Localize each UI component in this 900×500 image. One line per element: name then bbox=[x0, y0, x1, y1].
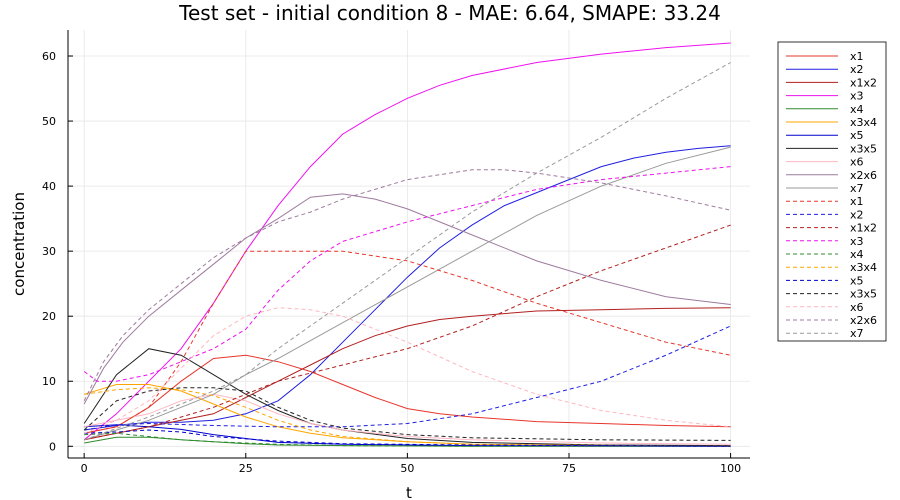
series-line-x1-predicted bbox=[84, 250, 731, 434]
series-line-x3-predicted bbox=[83, 166, 731, 382]
legend-label: x2x6 bbox=[850, 314, 877, 327]
series-line-x1x2 bbox=[84, 307, 731, 441]
chart-title: Test set - initial condition 8 - MAE: 6.… bbox=[178, 1, 721, 25]
series-line-x6 bbox=[84, 393, 731, 445]
x-tick-label: 75 bbox=[562, 462, 576, 475]
series-line-x1 bbox=[84, 354, 731, 434]
series-line-x4-predicted bbox=[84, 432, 731, 447]
series-line-x2 bbox=[84, 145, 731, 431]
y-tick-label: 10 bbox=[42, 375, 56, 388]
series-line-x7 bbox=[84, 146, 731, 441]
legend-label: x3x5 bbox=[850, 142, 877, 155]
legend-label: x1x2 bbox=[850, 76, 877, 89]
legend-label: x3 bbox=[850, 235, 864, 248]
series-line-x5-predicted bbox=[84, 429, 731, 447]
legend-label: x6 bbox=[850, 156, 864, 169]
legend-box bbox=[777, 41, 887, 342]
series-line-x2x6-predicted bbox=[83, 169, 731, 402]
y-tick-label: 60 bbox=[42, 50, 56, 63]
legend-label: x3x4 bbox=[850, 261, 877, 274]
legend-label: x4 bbox=[850, 248, 864, 261]
series-line-x7-predicted bbox=[84, 62, 731, 441]
legend-label: x2 bbox=[850, 63, 864, 76]
legend-label: x5 bbox=[850, 274, 864, 287]
axes bbox=[67, 30, 750, 459]
series-line-x3 bbox=[83, 42, 731, 441]
ticks: 0 25 50 75 100 0 10 20 30 40 50 60 bbox=[42, 50, 741, 475]
x-axis-label: t bbox=[406, 484, 412, 500]
y-tick-label: 20 bbox=[42, 310, 56, 323]
legend-label: x2x6 bbox=[850, 169, 877, 182]
legend-label: x7 bbox=[850, 327, 864, 340]
series-lines bbox=[83, 42, 731, 447]
y-tick-label: 0 bbox=[49, 440, 56, 453]
x-tick-label: 0 bbox=[81, 462, 88, 475]
legend-label: x3 bbox=[850, 90, 864, 103]
series-line-x3x5 bbox=[83, 348, 731, 447]
series-line-x3x4-predicted bbox=[84, 387, 731, 447]
series-line-x5 bbox=[84, 424, 731, 447]
legend-label: x4 bbox=[850, 103, 864, 116]
x-tick-label: 25 bbox=[239, 462, 253, 475]
legend-label: x3x5 bbox=[850, 288, 877, 301]
legend-label: x2 bbox=[850, 208, 864, 221]
legend: x1x2x1x2x3x4x3x4x5x3x5x6x2x6x7x1x2x1x2x3… bbox=[777, 41, 887, 342]
legend-label: x5 bbox=[850, 129, 864, 142]
y-tick-label: 50 bbox=[42, 115, 56, 128]
legend-label: x7 bbox=[850, 182, 864, 195]
legend-label: x1 bbox=[850, 50, 864, 63]
y-tick-label: 30 bbox=[42, 245, 56, 258]
legend-label: x1 bbox=[850, 195, 864, 208]
x-tick-label: 100 bbox=[720, 462, 741, 475]
series-line-x1x2-predicted bbox=[84, 224, 731, 441]
series-line-x2-predicted bbox=[84, 325, 731, 431]
legend-label: x3x4 bbox=[850, 116, 877, 129]
y-tick-label: 40 bbox=[42, 180, 56, 193]
legend-label: x6 bbox=[850, 301, 864, 314]
plot-area bbox=[68, 30, 750, 458]
x-tick-label: 50 bbox=[400, 462, 414, 475]
y-axis-label: concentration bbox=[10, 192, 28, 296]
series-line-x3x5-predicted bbox=[83, 387, 731, 441]
series-line-x6-predicted bbox=[84, 307, 731, 434]
series-line-x2x6 bbox=[83, 193, 731, 405]
legend-label: x1x2 bbox=[850, 222, 877, 235]
